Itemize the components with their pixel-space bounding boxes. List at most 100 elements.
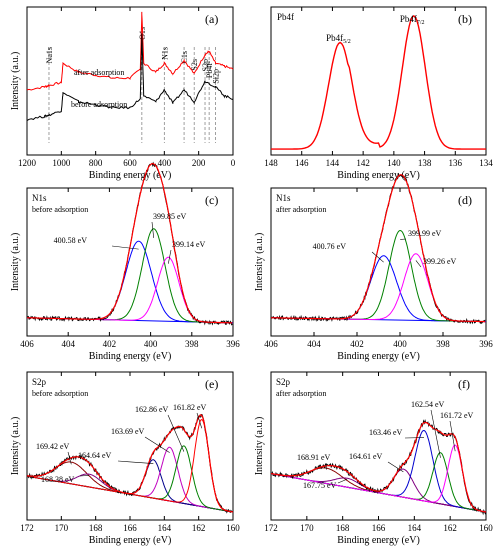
panel-title: N1s (32, 193, 47, 203)
x-tick-label: 168 (89, 523, 103, 533)
plot-frame (26, 6, 234, 156)
leader-line (144, 436, 170, 453)
component-label: 400.58 eV (54, 236, 88, 245)
component-label: 400.76 eV (313, 242, 347, 251)
peak-label: Si2p (211, 69, 220, 84)
leader-line (196, 412, 203, 429)
leader-line (79, 475, 90, 477)
y-axis-label: Intensity (a.u.) (254, 233, 265, 292)
panel-e: 172 170 168 166 164 162 160 Binding energy (eV)… (10, 371, 240, 546)
fit-envelope (27, 162, 233, 324)
x-tick-label: 160 (479, 523, 493, 533)
panel-letter: (b) (458, 12, 472, 26)
x-axis-label: Binding energy (eV) (337, 351, 420, 362)
plot-frame (270, 6, 487, 156)
x-tick-label: 138 (418, 158, 432, 168)
panel-title: N1s (276, 193, 291, 203)
fit-envelope (271, 174, 486, 323)
component-label: 399.99 eV (408, 229, 442, 238)
x-tick-label: 164 (158, 523, 172, 533)
x-tick-label: 160 (226, 523, 240, 533)
panel-c: 406 404 402 400 398 396 Binding energy (eV) Int… (10, 161, 240, 362)
panel-letter: (e) (205, 377, 218, 391)
x-axis-label: Binding energy (eV) (89, 170, 172, 181)
x-tick-label: 166 (372, 523, 386, 533)
peak-label: C1s (180, 51, 189, 63)
x-tick-label: 1200 (18, 158, 37, 168)
x-axis-label: Binding energy (eV) (89, 351, 172, 362)
x-tick-label: 168 (336, 523, 350, 533)
fit-component (27, 256, 233, 324)
component-label: 162.54 eV (411, 400, 445, 409)
leader-line (371, 251, 384, 263)
x-tick-label: 600 (123, 158, 137, 168)
x-tick-label: 146 (295, 158, 309, 168)
plot-frame (26, 187, 234, 337)
x-tick-label: 142 (356, 158, 370, 168)
x-tick-label: 172 (20, 523, 34, 533)
component-label: 164.61 eV (349, 452, 383, 461)
component-label: 162.86 eV (135, 405, 169, 414)
x-tick-label: 200 (192, 158, 206, 168)
x-tick-label: 172 (264, 523, 278, 533)
x-tick-label: 1000 (52, 158, 71, 168)
panel-letter: (c) (205, 193, 218, 207)
x-tick-label: 0 (231, 158, 236, 168)
leader-line (415, 260, 422, 268)
fit-component (26, 461, 234, 513)
series-line (26, 11, 234, 91)
x-tick-label: 134 (479, 158, 493, 168)
leader-line (430, 409, 441, 458)
x-tick-label: 404 (61, 339, 75, 349)
y-axis-label: Intensity (a.u.) (10, 233, 21, 292)
component-label: 164.64 eV (78, 451, 112, 460)
x-tick-label: 406 (20, 339, 34, 349)
panel-title: S2p (276, 377, 291, 387)
x-tick-label: 402 (350, 339, 364, 349)
component-label: 163.69 eV (111, 427, 145, 436)
x-axis-label: Binding energy (eV) (337, 535, 420, 546)
fit-component (26, 459, 234, 513)
panel-b: 148 146 144 142 140 138 136 134 Binding energy (… (264, 6, 493, 181)
component-label: 163.46 eV (369, 428, 403, 437)
x-axis-label: Binding energy (eV) (337, 170, 420, 181)
component-label: 168.38 eV (41, 475, 75, 484)
panel-a: 1200 1000 800 600 400 200 0 Binding energy (eV)… (10, 6, 236, 181)
peak-label: Na1s (45, 47, 54, 63)
x-tick-label: 148 (264, 158, 278, 168)
x-tick-label: 166 (123, 523, 137, 533)
x-tick-label: 162 (192, 523, 206, 533)
leader-line (151, 221, 154, 238)
series-line (26, 33, 234, 122)
y-axis-label: Intensity (a.u.) (254, 417, 265, 476)
leader-line (117, 460, 154, 464)
component-label: 167.75 eV (303, 481, 337, 490)
x-tick-label: 136 (449, 158, 463, 168)
peak-label: Pb4f (205, 63, 214, 78)
plot-frame (270, 187, 487, 337)
peak-label: S2p (201, 59, 210, 71)
leader-line (111, 245, 139, 250)
component-label: 399.85 eV (153, 212, 187, 221)
fit-component (271, 229, 486, 323)
component-label: 161.72 eV (440, 411, 474, 420)
series-label: before adsorption (71, 100, 127, 109)
x-tick-label: 162 (443, 523, 457, 533)
x-tick-label: 398 (436, 339, 450, 349)
pb4f-spectrum (271, 15, 486, 150)
panel-d: 406 404 402 400 398 396 Binding energy (eV) Int… (254, 172, 493, 362)
leader-line (337, 478, 348, 484)
peak-label: Pb4f7/2 (400, 14, 425, 26)
x-axis-label: Binding energy (eV) (89, 535, 172, 546)
x-tick-label: 164 (408, 523, 422, 533)
x-tick-label: 400 (144, 339, 158, 349)
leader-line (168, 249, 172, 264)
leader-line (167, 414, 185, 452)
x-tick-label: 400 (158, 158, 172, 168)
y-axis-label: Intensity (a.u.) (10, 52, 21, 111)
fit-envelope (26, 414, 234, 513)
component-label: 161.82 eV (173, 403, 207, 412)
panel-subtitle: before adsorption (32, 389, 88, 398)
y-axis-label: Intensity (a.u.) (10, 417, 21, 476)
